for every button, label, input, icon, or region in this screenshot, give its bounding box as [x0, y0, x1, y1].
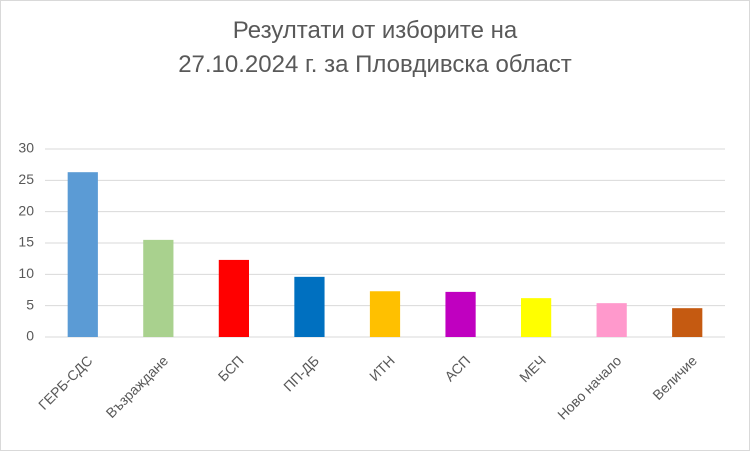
bar — [445, 291, 476, 337]
y-tick-label: 10 — [18, 265, 34, 281]
y-tick-label: 0 — [26, 328, 34, 344]
bar — [369, 291, 401, 337]
bar — [672, 308, 703, 337]
bar — [67, 172, 98, 337]
chart-title: Резултати от изборите на 27.10.2024 г. з… — [178, 17, 572, 78]
y-tick-label: 15 — [18, 234, 34, 250]
bar — [294, 276, 325, 337]
bar — [521, 298, 552, 337]
y-tick-label: 5 — [26, 296, 34, 312]
bar — [596, 303, 627, 337]
y-tick-label: 25 — [18, 171, 34, 187]
y-tick-label: 20 — [18, 202, 34, 218]
bar — [218, 259, 249, 337]
bar — [143, 239, 174, 337]
y-tick-label: 30 — [18, 140, 34, 156]
